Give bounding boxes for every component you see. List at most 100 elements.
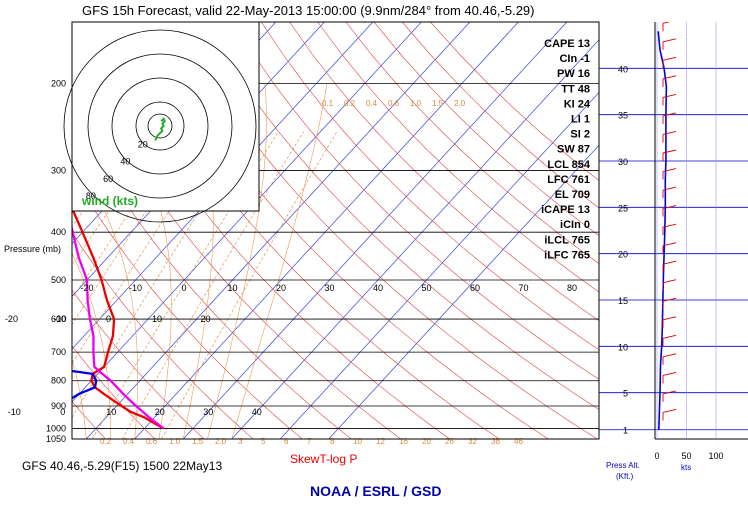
wind-axis-label-bottom: kts bbox=[681, 463, 691, 472]
dry-adiabat-line bbox=[290, 22, 748, 439]
wind-barb-flag bbox=[663, 39, 676, 42]
mixing-ratio-label-bottom: 3 bbox=[238, 437, 243, 446]
stability-index: KI 24 bbox=[564, 98, 591, 110]
mixing-ratio-label: 0.4 bbox=[366, 99, 378, 108]
lower-temperature-tick-label: -10 bbox=[8, 407, 21, 417]
dry-adiabat-line bbox=[0, 22, 56, 439]
wind-axis-label-left: Press Alt. bbox=[606, 461, 640, 470]
hodograph-ring-label: 40 bbox=[120, 157, 130, 167]
isotherm-line bbox=[0, 22, 82, 439]
height-tick-label: 40 bbox=[618, 64, 628, 74]
upper-temperature-tick-label: -20 bbox=[5, 314, 18, 324]
stability-index: CAPE 13 bbox=[544, 38, 590, 50]
stability-index: PW 16 bbox=[557, 68, 590, 80]
lower-temperature-tick-label: 10 bbox=[106, 407, 116, 417]
hodograph-label: wind (kts) bbox=[81, 194, 138, 208]
pressure-tick-label: 1000 bbox=[46, 424, 66, 434]
mixing-ratio-label-bottom: 38 bbox=[491, 437, 500, 446]
wind-barb-flag bbox=[663, 372, 676, 375]
height-tick-label: 5 bbox=[623, 389, 628, 399]
stability-index: iLCL 765 bbox=[544, 234, 590, 246]
moist-adiabat-line bbox=[0, 84, 38, 439]
moist-adiabat-line bbox=[0, 84, 14, 439]
mixing-ratio-label-bottom: 0.2 bbox=[100, 437, 112, 446]
stability-index: TT 48 bbox=[561, 83, 590, 95]
wind-axis-label-left2: (Kft.) bbox=[616, 472, 634, 481]
pressure-tick-label: 400 bbox=[51, 227, 66, 237]
stability-index: SI 2 bbox=[570, 129, 590, 141]
isotherm-line bbox=[280, 22, 664, 439]
speed-tick-label: 50 bbox=[681, 451, 691, 461]
pressure-axis-label: Pressure (mb) bbox=[4, 244, 61, 254]
mixing-ratio-label-bottom: 26 bbox=[445, 437, 454, 446]
height-tick-label: 20 bbox=[618, 250, 628, 260]
temperature-tick-label: 40 bbox=[373, 283, 383, 293]
dry-adiabat-line bbox=[233, 22, 696, 439]
mixing-ratio-label: 1.5 bbox=[432, 99, 444, 108]
wind-barb-flag bbox=[663, 131, 676, 134]
wind-barb-flag bbox=[663, 335, 676, 338]
dry-adiabat-line bbox=[261, 22, 745, 439]
wind-barb-flag bbox=[663, 317, 676, 320]
chart-title: GFS 15h Forecast, valid 22-May-2013 15:0… bbox=[82, 3, 535, 18]
wind-barb-flag bbox=[663, 280, 676, 283]
lower-temperature-tick-label: 40 bbox=[252, 407, 262, 417]
isotherm-line bbox=[232, 22, 616, 439]
mixing-ratio-label-bottom: 16 bbox=[399, 437, 408, 446]
lower-temperature-tick-label: 30 bbox=[203, 407, 213, 417]
mixing-ratio-label: 0.6 bbox=[388, 99, 400, 108]
mixing-ratio-label-bottom: 12 bbox=[376, 437, 385, 446]
stability-index: CIn -1 bbox=[559, 53, 590, 65]
height-tick-label: 15 bbox=[618, 296, 628, 306]
temperature-tick-label: -10 bbox=[129, 283, 142, 293]
dry-adiabat-line bbox=[318, 22, 748, 439]
stability-index: iCIn 0 bbox=[560, 219, 590, 231]
mixing-ratio-label: 1.0 bbox=[410, 99, 422, 108]
diagram-name: SkewT-log P bbox=[290, 452, 357, 466]
dry-adiabat-line bbox=[0, 22, 7, 439]
stability-index: EL 709 bbox=[555, 189, 590, 201]
temperature-tick-label: 0 bbox=[181, 283, 186, 293]
height-tick-label: 30 bbox=[618, 157, 628, 167]
mixing-ratio-label-bottom: 1.0 bbox=[169, 437, 181, 446]
wind-speed-trace bbox=[658, 31, 666, 429]
pressure-tick-label: 300 bbox=[51, 166, 66, 176]
mixing-ratio-label-bottom: 8 bbox=[330, 437, 335, 446]
wind-barb-flag bbox=[663, 94, 676, 97]
stability-index: LI 1 bbox=[571, 114, 590, 126]
hodograph-ring-label: 20 bbox=[138, 139, 148, 149]
stability-index: iCAPE 13 bbox=[541, 204, 590, 216]
mixing-ratio-label: 0.1 bbox=[322, 99, 334, 108]
mixing-ratio-label-bottom: 7 bbox=[307, 437, 312, 446]
credit-label: NOAA / ESRL / GSD bbox=[310, 483, 441, 499]
height-tick-label: 25 bbox=[618, 203, 628, 213]
hodograph-ring-label: 60 bbox=[103, 174, 113, 184]
wind-barb-flag bbox=[663, 409, 676, 412]
run-info: GFS 40.46,-5.29(F15) 1500 22May13 bbox=[22, 459, 222, 473]
speed-tick-label: 100 bbox=[708, 451, 723, 461]
height-tick-label: 10 bbox=[618, 342, 628, 352]
stability-index: iLFC 765 bbox=[544, 249, 590, 261]
wind-barb-flag bbox=[663, 261, 676, 264]
mixing-ratio-label-bottom: 10 bbox=[353, 437, 362, 446]
upper-temperature-tick-label: 10 bbox=[152, 314, 162, 324]
pressure-tick-label: 200 bbox=[51, 79, 66, 89]
upper-temperature-tick-label: 20 bbox=[200, 314, 210, 324]
mixing-ratio-label-bottom: 20 bbox=[422, 437, 431, 446]
height-tick-label: 35 bbox=[618, 111, 628, 121]
upper-temperature-tick-label: 0 bbox=[106, 314, 111, 324]
temperature-tick-label: 20 bbox=[276, 283, 286, 293]
temperature-tick-label: 70 bbox=[518, 283, 528, 293]
mixing-ratio-label: 0.2 bbox=[344, 99, 356, 108]
wind-barb-flag bbox=[663, 354, 676, 357]
wind-barb-flag bbox=[663, 57, 676, 60]
pressure-tick-label: 600 bbox=[51, 314, 66, 324]
temperature-tick-label: 10 bbox=[227, 283, 237, 293]
wind-barb-flag bbox=[663, 150, 676, 153]
temperature-tick-label: 60 bbox=[470, 283, 480, 293]
